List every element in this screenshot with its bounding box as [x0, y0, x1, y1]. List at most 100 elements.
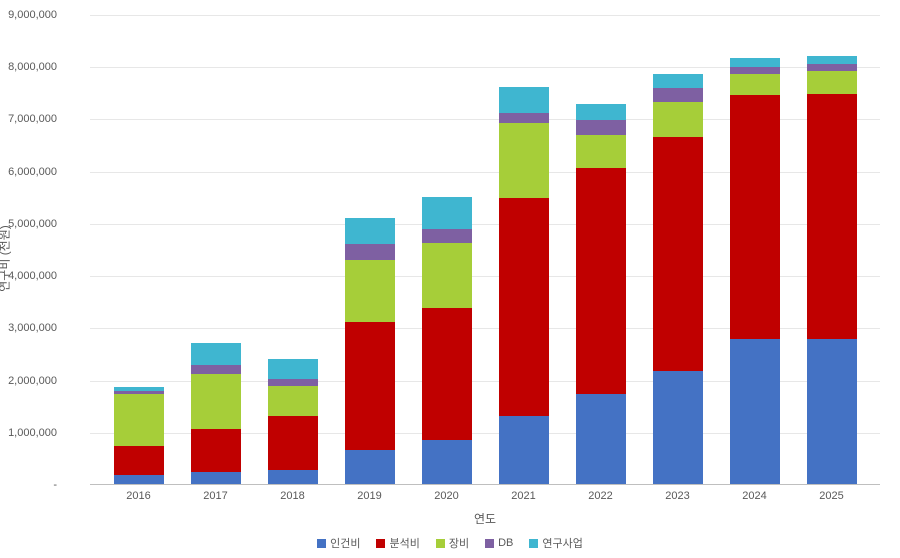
bar-segment [422, 440, 472, 484]
bar-segment [268, 359, 318, 379]
plot-background [90, 15, 880, 485]
bar-group [331, 15, 408, 484]
bar-segment [730, 58, 780, 66]
bar-segment [191, 365, 241, 373]
bar-group [100, 15, 177, 484]
legend-item: 연구사업 [529, 535, 582, 551]
x-axis-title: 연도 [90, 510, 880, 527]
x-tick-label: 2019 [331, 490, 408, 502]
bar-group [485, 15, 562, 484]
bar-segment [730, 339, 780, 484]
y-tick-label: 8,000,000 [0, 61, 57, 73]
x-tick-label: 2016 [100, 490, 177, 502]
stacked-bar [653, 74, 703, 484]
y-tick-label: 5,000,000 [0, 218, 57, 230]
bar-segment [422, 229, 472, 243]
bar-segment [499, 87, 549, 113]
stacked-bar [807, 56, 857, 484]
stacked-bar [422, 197, 472, 484]
bar-segment [653, 88, 703, 102]
bar-segment [114, 446, 164, 475]
x-tick-label: 2025 [793, 490, 870, 502]
legend-label: 분석비 [389, 535, 419, 551]
y-tick-label: - [0, 479, 57, 491]
bar-segment [268, 416, 318, 471]
bar-segment [268, 379, 318, 387]
bar-segment [191, 374, 241, 429]
bar-segment [345, 218, 395, 244]
bar-group [716, 15, 793, 484]
bar-segment [499, 113, 549, 123]
bar-segment [499, 198, 549, 416]
legend-label: 연구사업 [542, 535, 582, 551]
y-tick-label: 7,000,000 [0, 113, 57, 125]
bar-segment [807, 71, 857, 94]
bar-group [639, 15, 716, 484]
x-tick-label: 2021 [485, 490, 562, 502]
legend-item: DB [485, 535, 513, 551]
bar-segment [345, 322, 395, 450]
legend-swatch [436, 539, 445, 548]
bar-segment [576, 120, 626, 135]
bar-group [562, 15, 639, 484]
bar-segment [576, 135, 626, 168]
chart-plot-area [90, 15, 880, 485]
legend-item: 장비 [436, 535, 469, 551]
x-tick-label: 2022 [562, 490, 639, 502]
stacked-bar [191, 343, 241, 484]
bar-segment [268, 470, 318, 484]
stacked-bar [576, 104, 626, 484]
legend-swatch [376, 539, 385, 548]
bar-segment [345, 244, 395, 260]
bar-segment [191, 429, 241, 472]
stacked-bar [114, 387, 164, 484]
bar-segment [576, 104, 626, 120]
legend: 인건비 분석비 장비 DB 연구사업 [0, 535, 900, 551]
x-tick-label: 2023 [639, 490, 716, 502]
x-tick-label: 2024 [716, 490, 793, 502]
legend-item: 분석비 [376, 535, 419, 551]
stacked-bar [499, 87, 549, 484]
bar-segment [730, 95, 780, 339]
stacked-bar [268, 359, 318, 484]
y-tick-label: 2,000,000 [0, 375, 57, 387]
y-tick-label: 6,000,000 [0, 166, 57, 178]
bar-segment [807, 56, 857, 64]
bar-segment [653, 74, 703, 88]
bar-segment [730, 67, 780, 74]
legend-label: 장비 [449, 535, 469, 551]
bar-group [408, 15, 485, 484]
legend-item: 인건비 [317, 535, 360, 551]
legend-swatch [529, 539, 538, 548]
y-tick-label: 4,000,000 [0, 270, 57, 282]
x-tick-label: 2020 [408, 490, 485, 502]
x-tick-label: 2018 [254, 490, 331, 502]
legend-swatch [485, 539, 494, 548]
bar-segment [653, 102, 703, 138]
x-axis-labels: 2016201720182019202020212022202320242025 [90, 490, 880, 502]
bar-segment [268, 386, 318, 415]
bar-segment [114, 394, 164, 446]
x-tick-label: 2017 [177, 490, 254, 502]
bar-group [254, 15, 331, 484]
bar-segment [191, 343, 241, 365]
stacked-bar [345, 218, 395, 484]
bar-segment [807, 64, 857, 71]
bar-segment [807, 339, 857, 484]
y-tick-label: 3,000,000 [0, 322, 57, 334]
bar-segment [422, 197, 472, 229]
bar-segment [807, 94, 857, 339]
legend-swatch [317, 539, 326, 548]
bar-segment [191, 472, 241, 484]
stacked-bar [730, 58, 780, 484]
bar-segment [422, 243, 472, 308]
bar-segment [499, 123, 549, 198]
bar-segment [345, 450, 395, 484]
y-axis: -1,000,0002,000,0003,000,0004,000,0005,0… [0, 15, 75, 485]
bar-segment [730, 74, 780, 95]
bar-group [793, 15, 870, 484]
bar-container [90, 15, 880, 484]
bar-segment [576, 394, 626, 484]
legend-label: DB [498, 537, 513, 549]
bar-segment [499, 416, 549, 484]
